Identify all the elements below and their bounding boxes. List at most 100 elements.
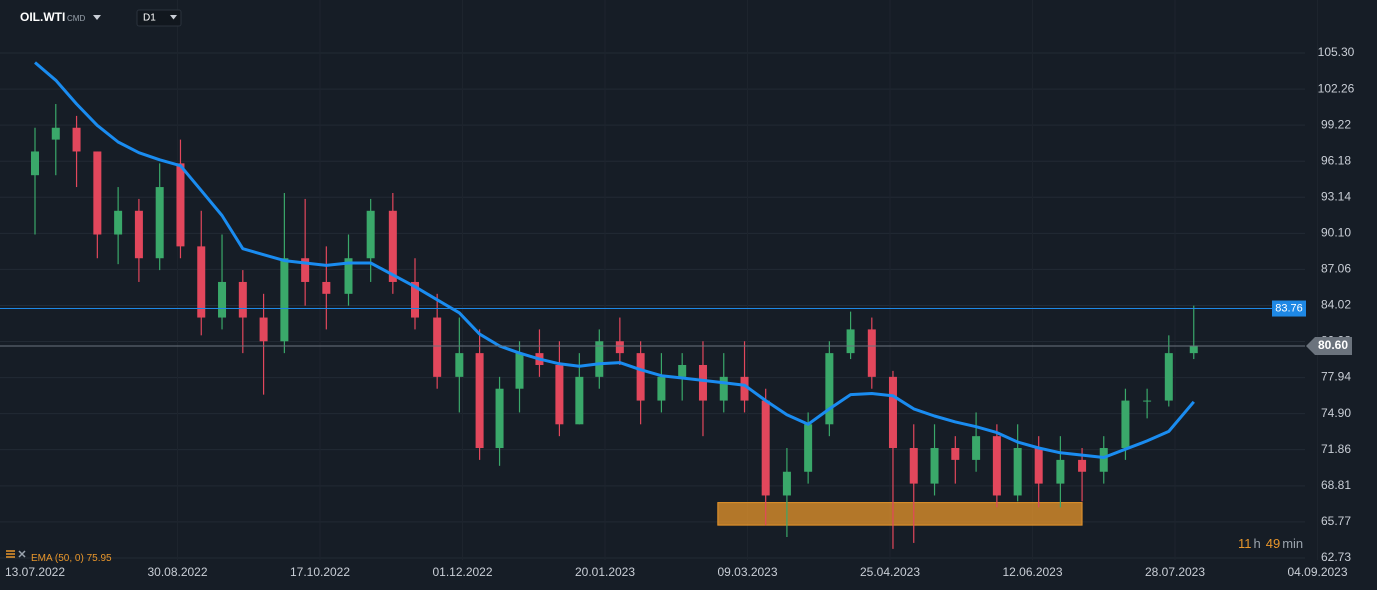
timeframe-dropdown[interactable] (170, 15, 177, 20)
price-label-box (1306, 337, 1352, 356)
symbol[interactable]: OIL.WTI (20, 10, 65, 24)
x-tick-label: 17.10.2022 (290, 565, 350, 579)
y-tick-label: 93.14 (1321, 189, 1351, 203)
grid (0, 52, 1305, 559)
countdown-minutes: 49 (1266, 536, 1280, 551)
candle-body (1056, 459, 1065, 484)
timeframe[interactable]: D1 (143, 13, 156, 24)
candle-body (951, 448, 960, 460)
x-tick-label: 25.04.2023 (860, 565, 920, 579)
ema-last: 75.95 (87, 553, 112, 564)
timeframe-box[interactable] (136, 9, 182, 27)
candle-body (1099, 448, 1108, 472)
candle-body (301, 258, 310, 282)
candle-body (575, 376, 584, 425)
candle-body (1034, 448, 1043, 484)
candle-body (782, 471, 791, 496)
candle-body (155, 187, 164, 259)
x-tick-label: 09.03.2023 (717, 565, 777, 579)
candle-body (992, 436, 1001, 496)
x-tick-label: 01.12.2022 (432, 565, 492, 579)
candle-body (615, 341, 624, 354)
legend-close-icon[interactable] (18, 550, 26, 558)
ema-params: (50, 0) (55, 553, 84, 564)
candle-body (972, 436, 981, 460)
candle-body (825, 353, 834, 425)
candle-body (433, 317, 442, 377)
y-tick-label: 65.77 (1321, 514, 1351, 528)
countdown-min: min (1282, 536, 1303, 551)
candle-body (1121, 400, 1130, 449)
header: OIL.WTI CMD D1 (20, 9, 182, 27)
candle-body (495, 388, 504, 449)
y-tick-label: 71.86 (1321, 442, 1351, 456)
candle-body (280, 258, 289, 342)
y-tick-label: 99.22 (1321, 117, 1351, 131)
candle-body (657, 376, 666, 401)
candle-body (388, 210, 397, 282)
countdown: 11 h 49 min (1238, 536, 1303, 551)
countdown-hours: 11 (1238, 536, 1252, 551)
x-tick-label: 30.08.2022 (147, 565, 207, 579)
candle-body (1189, 346, 1198, 354)
candle-body (475, 353, 484, 449)
y-tick-label: 62.73 (1321, 550, 1351, 564)
y-tick-label: 96.18 (1321, 153, 1351, 167)
candle-body (740, 376, 749, 401)
candle-body (888, 376, 897, 449)
candle-body (31, 151, 39, 176)
plot (0, 61, 1305, 549)
x-tick-label: 13.07.2022 (5, 565, 65, 579)
y-tick-label: 74.90 (1321, 406, 1351, 420)
price-label: 80.60 (1318, 338, 1348, 352)
candle-body (322, 281, 331, 294)
y-tick-label: 87.06 (1321, 262, 1351, 276)
y-tick-label: 84.02 (1321, 298, 1351, 312)
symbol-dropdown[interactable] (93, 15, 101, 20)
y-tick-label: 90.10 (1321, 225, 1351, 239)
x-tick-label: 12.06.2023 (1002, 565, 1062, 579)
candle-body (804, 424, 813, 472)
candle-body (719, 376, 728, 401)
candle-body (555, 364, 564, 425)
y-tick-label: 68.81 (1321, 478, 1351, 492)
candle-body (238, 281, 247, 318)
x-tick-label: 28.07.2023 (1145, 565, 1205, 579)
candle-body (761, 400, 770, 496)
candle-body (1143, 400, 1152, 402)
candle-body (595, 341, 604, 377)
support-zone (717, 502, 1083, 526)
price-label-box (1272, 300, 1306, 317)
ema-line (34, 61, 1195, 459)
candle-body (344, 258, 353, 294)
candle-body (366, 210, 375, 259)
legend-menu-icon[interactable] (6, 550, 15, 558)
y-tick-label: 105.30 (1318, 45, 1355, 59)
ema-name: EMA (31, 553, 53, 564)
candle-body (259, 317, 268, 342)
candle-body (1013, 448, 1022, 496)
candle-body (867, 329, 876, 377)
candle-body (176, 163, 185, 247)
candle-body (134, 210, 143, 259)
candle-body (678, 364, 687, 377)
ema-legend: EMA (50, 0) 75.95 (31, 553, 112, 564)
candle-body (1078, 459, 1087, 472)
candle-body (93, 151, 102, 235)
candle-body (1164, 353, 1173, 401)
y-tick-label: 102.26 (1318, 81, 1355, 95)
price-label: 83.76 (1275, 302, 1303, 314)
candle-body (930, 448, 939, 484)
market: CMD (67, 14, 85, 23)
overlay: 105.30 102.26 99.22 96.18 93.14 90.10 87.06 84.… (5, 45, 1355, 579)
candle-body (846, 329, 855, 354)
candle-body (411, 281, 419, 318)
countdown-h: h (1254, 536, 1261, 551)
candle-body (51, 127, 60, 140)
candle-body (698, 364, 707, 401)
x-tick-label: 04.09.2023 (1287, 565, 1347, 579)
candle-body (218, 281, 227, 318)
candle-body (515, 353, 524, 389)
